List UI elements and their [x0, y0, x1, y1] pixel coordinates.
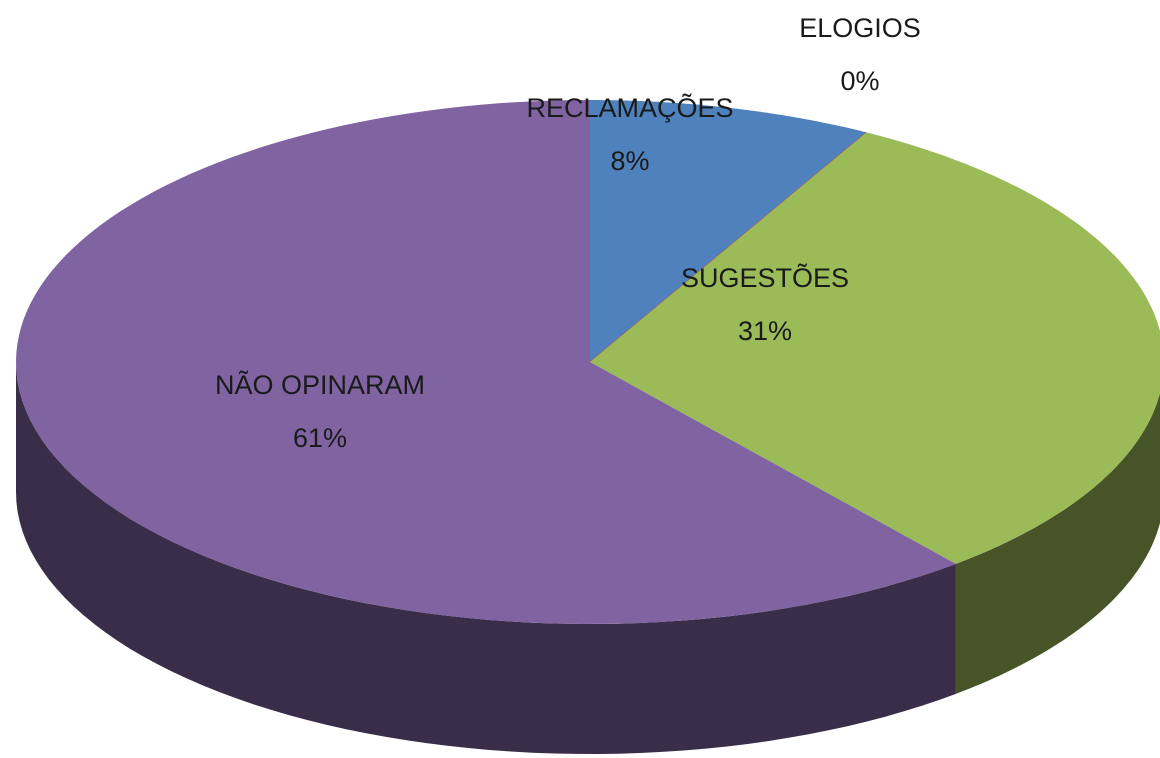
slice-value-label: 0% [840, 66, 879, 96]
pie-side [16, 362, 956, 754]
slice-label: NÃO OPINARAM [215, 369, 425, 400]
slice-label: ELOGIOS [799, 13, 921, 43]
pie-slice [16, 100, 956, 624]
slice-value-label: 61% [293, 423, 347, 453]
slice-value-label: 31% [738, 316, 792, 346]
pie-side [955, 393, 1160, 694]
pie-slice [590, 100, 867, 362]
slice-value-label: 8% [610, 146, 649, 176]
slice-label: RECLAMAÇÕES [526, 92, 733, 123]
pie-slice [590, 132, 1160, 564]
slice-label: SUGESTÕES [681, 262, 849, 293]
